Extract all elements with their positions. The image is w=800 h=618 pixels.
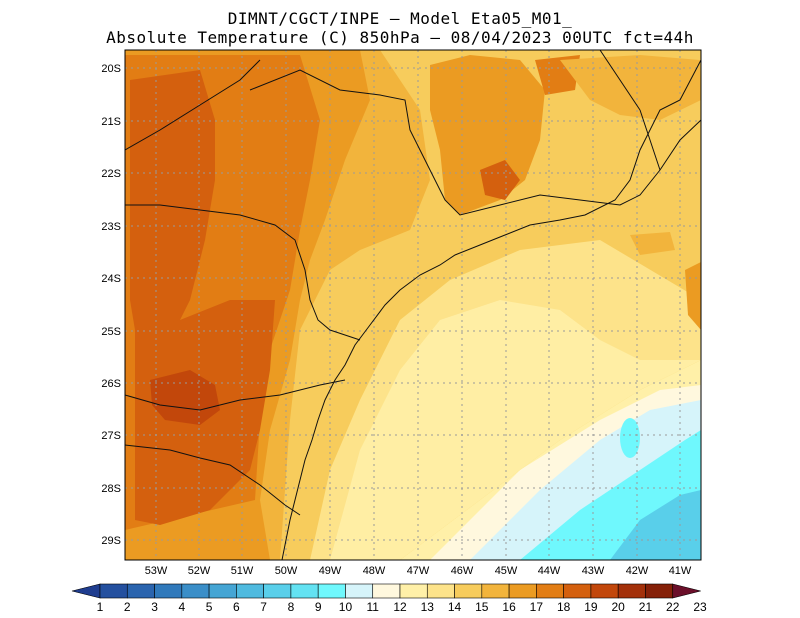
state-border-sc-pr [125, 379, 346, 411]
map-title-line2: Absolute Temperature (C) 850hPa – 08/04/… [106, 28, 694, 47]
lon-label: 49W [319, 565, 342, 577]
map-frame [124, 49, 702, 561]
colorbar-swatch [617, 583, 646, 599]
colorbar-swatch [126, 583, 155, 599]
colorbar-label: 10 [339, 600, 353, 614]
lat-label: 26S [101, 378, 121, 390]
colorbar-label: 20 [612, 600, 626, 614]
field-19-ne [480, 160, 520, 200]
colorbar-label: 2 [124, 600, 131, 614]
colorbar-swatch [236, 583, 264, 599]
colorbar-swatch [345, 583, 374, 599]
lon-label: 43W [582, 565, 605, 577]
colorbar-label: 7 [260, 600, 267, 614]
colorbar-label: 13 [421, 600, 435, 614]
coastline [281, 59, 701, 560]
lat-label: 21S [101, 116, 121, 128]
colorbar-label: 1 [97, 600, 104, 614]
colorbar-swatch [426, 583, 455, 599]
colorbar-label: 14 [448, 600, 462, 614]
colorbar-label: 8 [288, 600, 295, 614]
lon-label: 48W [363, 565, 386, 577]
colorbar-label: 18 [557, 600, 571, 614]
colorbar-label: 12 [393, 600, 407, 614]
field-16-patch [630, 232, 675, 255]
colorbar-swatch [563, 583, 592, 599]
colorbar-label: 17 [530, 600, 544, 614]
temperature-field [125, 50, 701, 560]
lon-label: 42W [626, 565, 649, 577]
colorbar-swatch [536, 583, 564, 599]
colorbar-swatch [154, 583, 183, 599]
lat-label: 27S [101, 430, 121, 442]
field-13-central [330, 300, 701, 560]
colorbar-label: 3 [151, 600, 158, 614]
lat-label: 24S [101, 273, 121, 285]
colorbar-swatch [372, 583, 401, 599]
colorbar-swatch [208, 583, 237, 599]
lon-label: 47W [407, 565, 430, 577]
colorbar-label: 5 [206, 600, 213, 614]
lat-label: 29S [101, 535, 121, 547]
colorbar-label: 16 [502, 600, 516, 614]
colorbar-label: 4 [178, 600, 185, 614]
colorbar-swatch [481, 583, 510, 599]
colorbar-label: 6 [233, 600, 240, 614]
colorbar: 1 2 3 4 5 6 7 8 9 10 11 12 13 14 15 16 17 18 19 20 21 22 23 [71, 583, 707, 614]
colorbar-label: 9 [315, 600, 322, 614]
lon-label: 53W [145, 565, 168, 577]
lon-label: 50W [275, 565, 298, 577]
colorbar-swatch [645, 583, 674, 599]
lon-label: 44W [538, 565, 561, 577]
lon-axis: 53W 52W 51W 50W 49W 48W 47W 46W 45W 44W … [145, 565, 692, 577]
colorbar-arrow-left [71, 583, 101, 599]
lat-label: 28S [101, 483, 121, 495]
colorbar-arrow-right [672, 583, 701, 599]
colorbar-swatch [399, 583, 428, 599]
lon-label: 52W [188, 565, 211, 577]
state-border-mg-ba [599, 50, 641, 111]
colorbar-label: 21 [639, 600, 653, 614]
field-16-e [560, 55, 701, 120]
field-17-edge [685, 262, 701, 330]
colorbar-label: 11 [366, 600, 379, 614]
lat-label: 20S [101, 63, 121, 75]
state-border-mg-es [639, 109, 661, 171]
field-9 [610, 490, 701, 560]
lon-label: 41W [669, 565, 692, 577]
field-10-patch [620, 418, 640, 458]
colorbar-swatch [454, 583, 483, 599]
state-border-rs-sc [125, 444, 301, 516]
borders [125, 50, 701, 560]
lon-label: 46W [451, 565, 474, 577]
field-19-north [130, 70, 215, 360]
map-title-line1: DIMNT/CGCT/INPE – Model Eta05_M01_ [227, 9, 573, 28]
colorbar-label: 19 [584, 600, 598, 614]
state-border-pr-sp [125, 204, 361, 341]
colorbar-swatch [508, 583, 537, 599]
colorbar-swatch [263, 583, 292, 599]
colorbar-label: 15 [475, 600, 489, 614]
lat-label: 25S [101, 326, 121, 338]
lat-axis: 20S 21S 22S 23S 24S 25S 26S 27S 28S 29S [101, 63, 121, 547]
colorbar-label: 22 [666, 600, 680, 614]
grid [125, 50, 701, 560]
colorbar-swatch [290, 583, 319, 599]
lon-label: 51W [231, 565, 254, 577]
colorbar-label: 23 [693, 600, 707, 614]
lat-label: 22S [101, 168, 121, 180]
colorbar-swatch [181, 583, 210, 599]
colorbar-swatch [317, 583, 346, 599]
field-20 [150, 370, 220, 425]
lon-label: 45W [495, 565, 518, 577]
state-border-mg-sp [249, 69, 701, 216]
state-border-ms-go [125, 59, 261, 151]
lat-label: 23S [101, 221, 121, 233]
colorbar-swatch [99, 583, 128, 599]
colorbar-swatch [590, 583, 619, 599]
